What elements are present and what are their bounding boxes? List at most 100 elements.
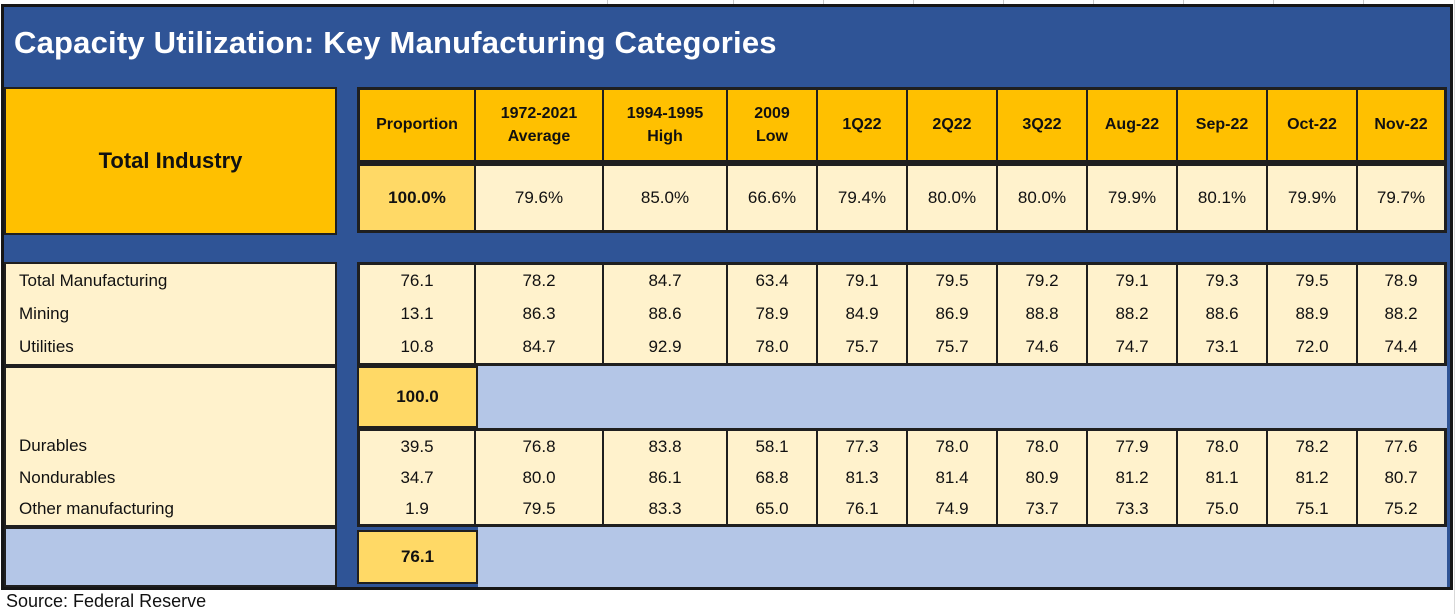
data-cell: 79.1 88.2 74.7 <box>1087 264 1177 364</box>
column-header: 2009 Low <box>727 89 817 161</box>
data-value: 13.1 <box>400 304 434 323</box>
sector-grid-2: 39.5 34.7 1.9 76.8 80.0 79.5 83.8 86.1 83.3 58.1 6… <box>357 428 1447 527</box>
data-cell: 78.2 86.3 84.7 <box>475 264 603 364</box>
data-value: 80.7 <box>1384 467 1418 487</box>
column-header: Sep-22 <box>1177 89 1267 161</box>
data-value: 76.1 <box>845 498 879 518</box>
data-value: 76.8 <box>522 436 556 456</box>
data-cell: 39.5 34.7 1.9 <box>359 430 475 525</box>
data-value: 58.1 <box>755 436 789 456</box>
data-value: 78.0 <box>755 336 789 356</box>
column-header: 1994-1995 High <box>603 89 727 161</box>
data-value: 81.3 <box>845 467 879 487</box>
data-value: 84.9 <box>845 304 879 323</box>
data-cell: 78.0 81.4 74.9 <box>907 430 997 525</box>
total-industry-values-row: 100.0% 79.6% 85.0% 66.6% 79.4% 80.0% 80.0% 79.9… <box>357 163 1447 233</box>
data-cell: 83.8 86.1 83.3 <box>603 430 727 525</box>
data-value: 78.2 <box>1295 436 1329 456</box>
data-cell: 79.5 86.9 75.7 <box>907 264 997 364</box>
data-cell: 78.9 88.2 74.4 <box>1357 264 1445 364</box>
row-label: Mining <box>19 303 70 323</box>
row-label: Durables <box>19 435 88 455</box>
row-labels-2: Durables Nondurables Other manufacturing <box>6 430 335 525</box>
data-value: 78.0 <box>935 436 969 456</box>
data-value: 81.2 <box>1115 467 1149 487</box>
data-cell: 84.7 88.6 92.9 <box>603 264 727 364</box>
data-cell: 76.8 80.0 79.5 <box>475 430 603 525</box>
total-industry-value-cell: 79.7% <box>1357 165 1445 231</box>
data-value: 78.0 <box>1025 436 1059 456</box>
data-value: 74.4 <box>1384 336 1418 356</box>
total-industry-value-cell: 79.9% <box>1267 165 1357 231</box>
data-value: 73.7 <box>1025 498 1059 518</box>
page-title: Capacity Utilization: Key Manufacturing … <box>14 25 777 60</box>
empty-band-1 <box>478 366 1447 428</box>
data-value: 81.4 <box>935 467 969 487</box>
column-header: Oct-22 <box>1267 89 1357 161</box>
spreadsheet-gridline-strip <box>0 0 1456 4</box>
data-value: 78.2 <box>522 271 556 291</box>
row-label: Total Manufacturing <box>19 270 168 290</box>
data-cell: 76.1 13.1 10.8 <box>359 264 475 364</box>
total-industry-value-cell: 79.4% <box>817 165 907 231</box>
column-header: Aug-22 <box>1087 89 1177 161</box>
data-value: 78.9 <box>1384 271 1418 291</box>
data-value: 88.2 <box>1384 304 1418 323</box>
data-value: 77.6 <box>1384 436 1418 456</box>
total-industry-value-cell: 80.1% <box>1177 165 1267 231</box>
data-value: 68.8 <box>755 467 789 487</box>
data-value: 80.0 <box>522 467 556 487</box>
data-value: 74.7 <box>1115 336 1149 356</box>
data-value: 75.0 <box>1205 498 1239 518</box>
data-value: 84.7 <box>522 336 556 356</box>
data-value: 88.9 <box>1295 304 1329 323</box>
data-value: 92.9 <box>648 336 682 356</box>
row-label: Nondurables <box>19 467 116 487</box>
row-label: Other manufacturing <box>19 499 174 519</box>
data-value: 88.8 <box>1025 304 1059 323</box>
data-value: 86.9 <box>935 304 969 323</box>
data-value: 73.1 <box>1205 336 1239 356</box>
data-cell: 79.1 84.9 75.7 <box>817 264 907 364</box>
total-industry-value-cell: 79.9% <box>1087 165 1177 231</box>
data-cell: 77.3 81.3 76.1 <box>817 430 907 525</box>
data-value: 10.8 <box>400 336 434 356</box>
data-value: 63.4 <box>755 271 789 291</box>
spreadsheet-gridline-right <box>1454 0 1455 614</box>
column-header: 1972-2021 Average <box>475 89 603 161</box>
data-cell: 78.0 81.1 75.0 <box>1177 430 1267 525</box>
data-value: 79.5 <box>1295 271 1329 291</box>
row-labels-box-2: Durables Nondurables Other manufacturing <box>4 366 337 527</box>
data-value: 78.9 <box>755 304 789 323</box>
data-cell: 79.3 88.6 73.1 <box>1177 264 1267 364</box>
data-value: 65.0 <box>755 498 789 518</box>
data-value: 79.2 <box>1025 271 1059 291</box>
empty-band-2 <box>478 527 1447 587</box>
data-value: 34.7 <box>400 467 434 487</box>
data-cell: 77.9 81.2 73.3 <box>1087 430 1177 525</box>
data-value: 74.9 <box>935 498 969 518</box>
data-value: 86.1 <box>648 467 682 487</box>
total-industry-value-cell: 80.0% <box>997 165 1087 231</box>
data-cell: 79.5 88.9 72.0 <box>1267 264 1357 364</box>
data-cell: 79.2 88.8 74.6 <box>997 264 1087 364</box>
row-label: Utilities <box>19 337 74 357</box>
data-value: 39.5 <box>400 436 434 456</box>
data-value: 79.5 <box>522 498 556 518</box>
data-value: 83.8 <box>648 436 682 456</box>
data-value: 75.7 <box>845 336 879 356</box>
total-industry-value-cell: 79.6% <box>475 165 603 231</box>
data-value: 79.1 <box>1115 271 1149 291</box>
row-labels-spacer <box>6 368 335 430</box>
column-header: 2Q22 <box>907 89 997 161</box>
data-value: 79.5 <box>935 271 969 291</box>
total-industry-value-cell: 80.0% <box>907 165 997 231</box>
data-value: 88.6 <box>648 304 682 323</box>
data-cell: 78.0 80.9 73.7 <box>997 430 1087 525</box>
data-value: 84.7 <box>648 271 682 291</box>
column-header: 1Q22 <box>817 89 907 161</box>
data-value: 79.3 <box>1205 271 1239 291</box>
data-value: 79.1 <box>845 271 879 291</box>
data-cell: 77.6 80.7 75.2 <box>1357 430 1445 525</box>
